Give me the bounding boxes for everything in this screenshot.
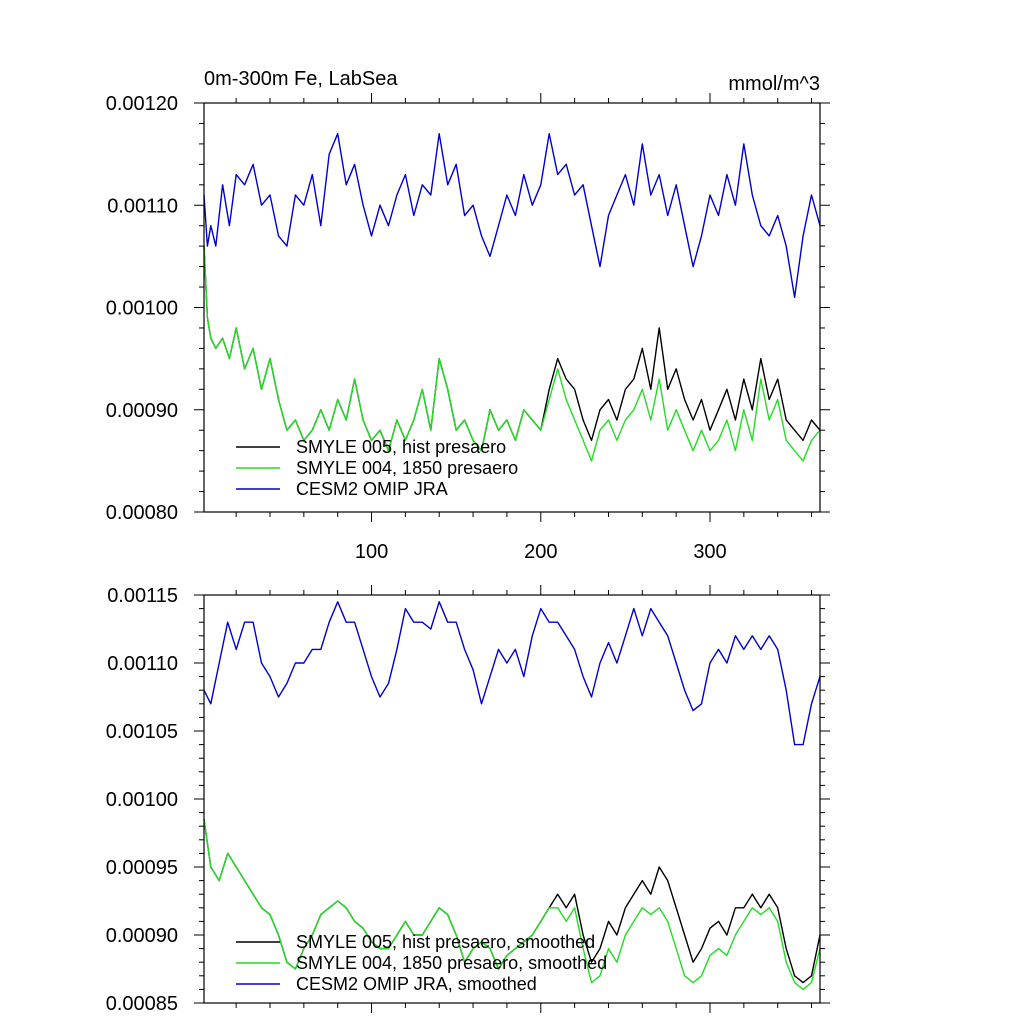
series-group [203, 132, 821, 462]
chart-title: 0m-300m Fe, LabSea [204, 68, 398, 90]
y-tick-label: 0.00105 [106, 721, 178, 743]
y-tick-label: 0.00110 [107, 653, 178, 675]
y-tick-label: 0.00095 [106, 857, 178, 879]
legend-label: SMYLE 004, 1850 presaero, smoothed [296, 953, 607, 973]
y-tick-label: 0.00110 [107, 195, 178, 217]
legend: SMYLE 005, hist presaero, smoothedSMYLE … [236, 932, 607, 994]
y-tick-label: 0.00090 [106, 925, 178, 947]
y-tick-label: 0.00080 [106, 502, 178, 524]
legend-label: CESM2 OMIP JRA [296, 479, 448, 499]
y-tick-label: 0.00085 [106, 993, 178, 1015]
units-label: mmol/m^3 [728, 73, 820, 95]
y-tick-label: 0.00115 [107, 585, 178, 607]
legend-label: CESM2 OMIP JRA, smoothed [296, 974, 537, 994]
series-line-3 [203, 601, 821, 746]
y-tick-label: 0.00120 [106, 93, 178, 115]
bottom-panel: 0.00085 0.00090 0.00095 0.00100 0.00105 0.001… [106, 585, 830, 1015]
series-line-2 [203, 246, 821, 462]
y-tick-label: 0.00100 [106, 298, 178, 320]
y-tick-label: 0.00090 [106, 400, 178, 422]
series-group [203, 601, 821, 991]
y-tick-label: 0.00100 [106, 789, 178, 811]
top-panel: 0.00080 0.00090 0.00100 0.00110 0.00120 100 20… [106, 68, 830, 563]
x-tick-label: 300 [693, 541, 726, 563]
legend-label: SMYLE 005, hist presaero [296, 437, 506, 457]
series-line-3 [203, 132, 821, 298]
legend-label: SMYLE 004, 1850 presaero [296, 458, 518, 478]
series-line-2 [203, 819, 821, 991]
x-tick-label: 200 [524, 541, 557, 563]
x-tick-label: 100 [355, 541, 388, 563]
legend-label: SMYLE 005, hist presaero, smoothed [296, 932, 595, 952]
